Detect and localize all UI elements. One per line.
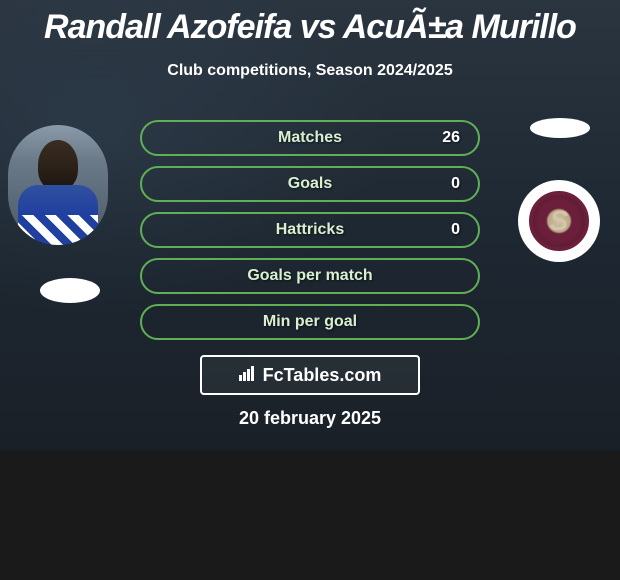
chart-icon	[239, 365, 257, 386]
player-left-photo	[8, 125, 108, 245]
stat-row: Goals per match	[140, 258, 480, 294]
stat-row: Matches 26	[140, 120, 480, 156]
stat-label: Goals per match	[247, 267, 372, 285]
stat-label: Hattricks	[276, 221, 344, 239]
player-head	[38, 140, 78, 190]
stats-table: Matches 26 Goals 0 Hattricks 0 Goals per…	[140, 120, 480, 350]
club-left-placeholder	[40, 278, 100, 303]
jersey-pattern	[18, 215, 98, 245]
comparison-card: Randall Azofeifa vs AcuÃ±a Murillo Club …	[0, 0, 620, 450]
player-right-placeholder	[530, 118, 590, 138]
stat-row: Min per goal	[140, 304, 480, 340]
stat-row: Goals 0	[140, 166, 480, 202]
stat-label: Min per goal	[263, 313, 357, 331]
stat-value: 26	[442, 129, 460, 147]
date-text: 20 february 2025	[0, 408, 620, 429]
badge-circle: S	[529, 191, 589, 251]
subtitle: Club competitions, Season 2024/2025	[0, 62, 620, 80]
page-title: Randall Azofeifa vs AcuÃ±a Murillo	[0, 8, 620, 47]
stat-label: Matches	[278, 129, 342, 147]
brand-watermark: FcTables.com	[200, 355, 420, 395]
stat-row: Hattricks 0	[140, 212, 480, 248]
stat-value: 0	[451, 221, 460, 239]
club-right-badge: S	[518, 180, 600, 262]
stat-value: 0	[451, 175, 460, 193]
stat-label: Goals	[288, 175, 332, 193]
badge-letter: S	[550, 205, 569, 237]
brand-text: FcTables.com	[263, 365, 382, 386]
